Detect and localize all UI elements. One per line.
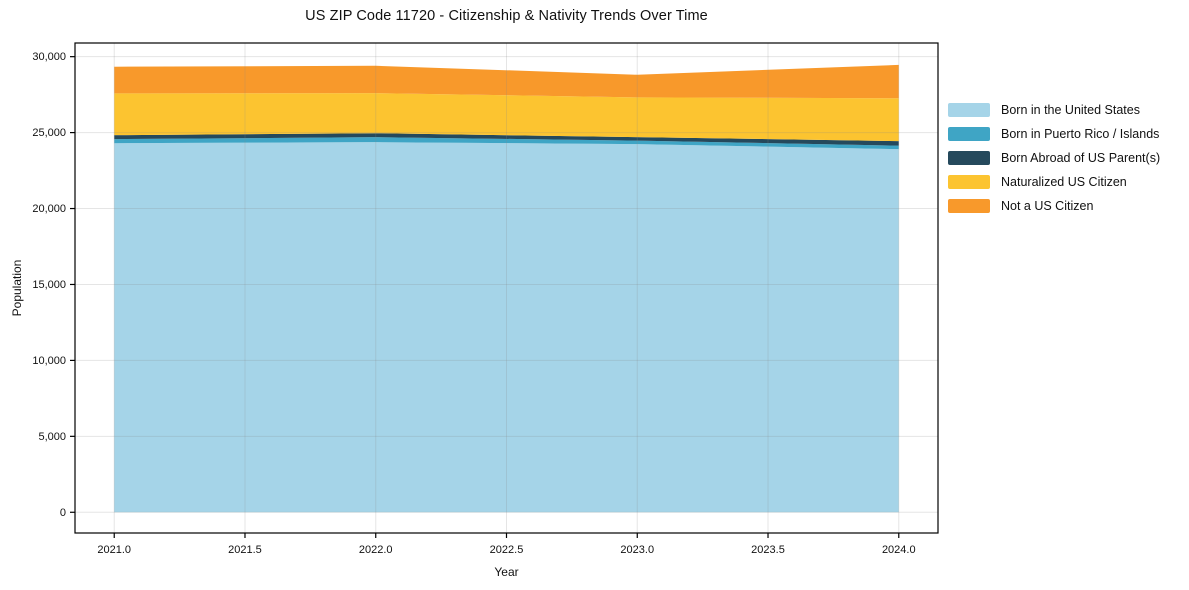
y-tick-label: 15,000	[32, 279, 66, 291]
y-axis-label: Population	[10, 259, 24, 317]
legend-item: Not a US Citizen	[948, 199, 1160, 213]
legend-swatch	[948, 103, 990, 117]
legend-label: Naturalized US Citizen	[1001, 175, 1127, 189]
y-tick-label: 30,000	[32, 51, 66, 63]
axis-ticks	[70, 56, 900, 538]
gridlines	[75, 43, 938, 533]
y-tick-label: 10,000	[32, 355, 66, 367]
chart-title: US ZIP Code 11720 - Citizenship & Nativi…	[305, 8, 708, 24]
area-series-1	[114, 137, 899, 150]
x-tick-label: 2024.0	[882, 544, 916, 556]
area-series-0	[114, 142, 899, 513]
area-series-4	[114, 64, 899, 99]
x-tick-label: 2021.5	[228, 544, 262, 556]
x-tick-label: 2021.0	[97, 544, 131, 556]
legend-swatch	[948, 175, 990, 189]
legend-label: Born in the United States	[1001, 103, 1140, 117]
legend-item: Born in the United States	[948, 103, 1160, 117]
legend-label: Born in Puerto Rico / Islands	[1001, 127, 1160, 141]
legend: Born in the United States Born in Puerto…	[948, 103, 1160, 213]
legend-item: Naturalized US Citizen	[948, 175, 1160, 189]
y-tick-label: 20,000	[32, 203, 66, 215]
stacked-areas	[114, 64, 899, 513]
x-tick-label: 2022.0	[359, 544, 393, 556]
x-tick-label: 2022.5	[490, 544, 524, 556]
area-series-3	[114, 93, 899, 142]
x-tick-label: 2023.0	[620, 544, 654, 556]
legend-label: Born Abroad of US Parent(s)	[1001, 151, 1161, 165]
y-tick-label: 5,000	[38, 431, 66, 443]
legend-label: Not a US Citizen	[1001, 199, 1094, 213]
y-tick-label: 0	[60, 507, 66, 519]
legend-item: Born Abroad of US Parent(s)	[948, 151, 1160, 165]
x-tick-label: 2023.5	[751, 544, 785, 556]
legend-swatch	[948, 127, 990, 141]
legend-item: Born in Puerto Rico / Islands	[948, 127, 1160, 141]
area-series-2	[114, 133, 899, 146]
legend-swatch	[948, 151, 990, 165]
tick-labels: 2021.0 2021.5 2022.0 2022.5 2023.0 2023.5 2024…	[32, 51, 915, 556]
x-axis-label: Year	[494, 565, 519, 579]
legend-swatch	[948, 199, 990, 213]
y-tick-label: 25,000	[32, 127, 66, 139]
